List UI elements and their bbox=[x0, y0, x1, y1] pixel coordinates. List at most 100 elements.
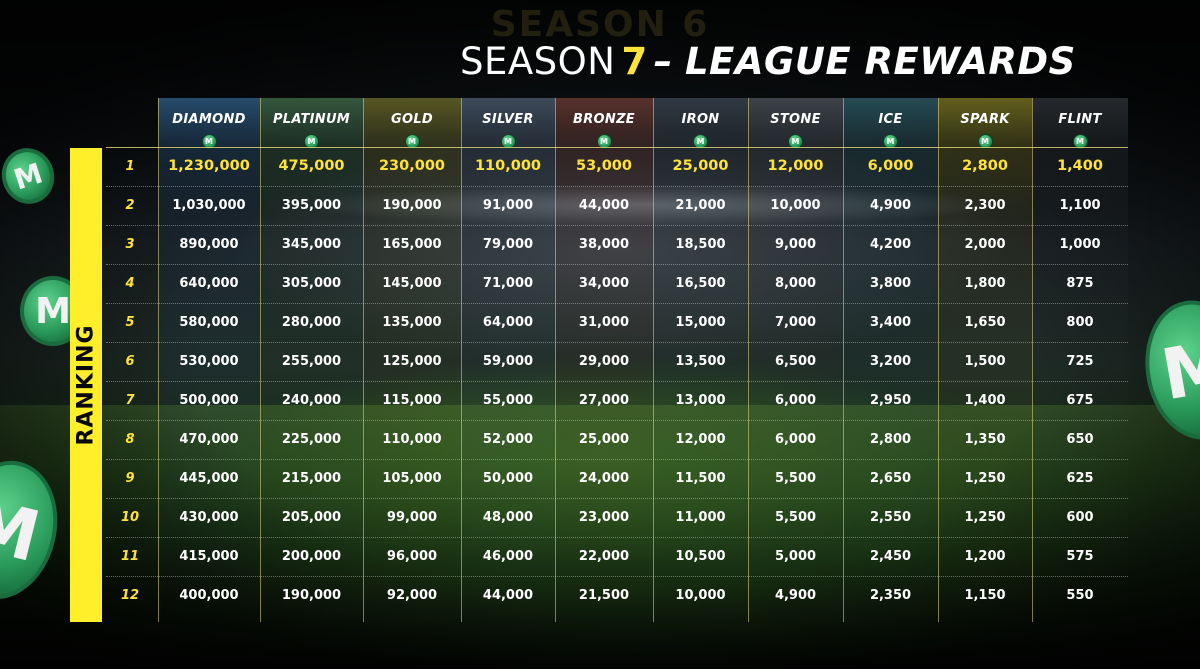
row-divider bbox=[106, 303, 1128, 304]
reward-cell: 115,000 bbox=[382, 393, 442, 408]
reward-cell: 10,500 bbox=[675, 549, 726, 564]
reward-cell: 1,400 bbox=[964, 393, 1006, 408]
reward-cell: 430,000 bbox=[179, 510, 239, 525]
coin-symbol: M bbox=[9, 156, 47, 196]
ghost-season-title: SEASON 6 bbox=[490, 4, 710, 45]
coin-symbol: M bbox=[0, 481, 48, 579]
coin-icon: M bbox=[304, 134, 319, 149]
reward-cell: 280,000 bbox=[281, 315, 342, 330]
title-dash: – bbox=[653, 40, 673, 83]
reward-cell: 11,000 bbox=[675, 510, 726, 525]
league-name: SILVER bbox=[482, 112, 534, 127]
reward-cell: 92,000 bbox=[386, 588, 438, 603]
ranking-bar bbox=[70, 148, 102, 622]
column-divider bbox=[461, 98, 462, 622]
reward-cell: 1,800 bbox=[964, 276, 1006, 291]
reward-cell: 10,000 bbox=[770, 198, 821, 213]
reward-cell: 225,000 bbox=[281, 432, 342, 447]
rank-number: 4 bbox=[125, 276, 135, 291]
reward-cell: 575 bbox=[1066, 549, 1094, 564]
league-name: FLINT bbox=[1058, 112, 1102, 127]
reward-cell: 890,000 bbox=[179, 237, 239, 252]
reward-cell: 200,000 bbox=[281, 549, 342, 564]
reward-cell: 230,000 bbox=[378, 158, 446, 174]
reward-cell: 215,000 bbox=[281, 471, 342, 486]
column-divider bbox=[938, 98, 939, 622]
reward-cell: 7,000 bbox=[774, 315, 817, 330]
reward-cell: 21,500 bbox=[578, 588, 630, 603]
reward-cell: 96,000 bbox=[386, 549, 438, 564]
reward-cell: 8,000 bbox=[774, 276, 817, 291]
coin-symbol: M bbox=[1155, 323, 1200, 417]
reward-cell: 500,000 bbox=[179, 393, 239, 408]
coin-icon: M bbox=[977, 134, 993, 149]
column-divider bbox=[158, 98, 159, 622]
reward-cell: 110,000 bbox=[474, 158, 542, 174]
reward-cell: 6,000 bbox=[774, 393, 817, 408]
reward-cell: 22,000 bbox=[578, 549, 630, 564]
rank-number: 9 bbox=[125, 471, 135, 486]
reward-cell: 1,100 bbox=[1059, 198, 1101, 213]
league-name: IRON bbox=[681, 112, 720, 127]
rewards-table: DIAMOND M PLATINUM M GOLD M SILVER M BRONZE M IRON… bbox=[106, 98, 1128, 622]
reward-cell: 475,000 bbox=[278, 158, 345, 174]
rank-number: 10 bbox=[120, 510, 140, 525]
reward-cell: 105,000 bbox=[382, 471, 442, 486]
reward-cell: 110,000 bbox=[382, 432, 442, 447]
reward-cell: 1,350 bbox=[964, 432, 1006, 447]
reward-cell: 3,200 bbox=[869, 354, 912, 369]
reward-cell: 2,800 bbox=[962, 158, 1008, 174]
title-league-rewards: LEAGUE REWARDS bbox=[684, 40, 1076, 83]
reward-cell: 3,800 bbox=[869, 276, 912, 291]
column-divider bbox=[843, 98, 844, 622]
row-divider bbox=[106, 420, 1128, 421]
reward-cell: 190,000 bbox=[281, 588, 342, 603]
row-divider bbox=[106, 576, 1128, 577]
coin-symbol: M bbox=[35, 290, 71, 332]
column-divider bbox=[260, 98, 261, 622]
reward-cell: 5,500 bbox=[774, 471, 817, 486]
row-divider bbox=[106, 459, 1128, 460]
reward-cell: 3,400 bbox=[869, 315, 912, 330]
row-divider bbox=[106, 498, 1128, 499]
reward-cell: 725 bbox=[1066, 354, 1094, 369]
reward-cell: 29,000 bbox=[578, 354, 630, 369]
reward-cell: 50,000 bbox=[482, 471, 534, 486]
league-name: DIAMOND bbox=[172, 112, 246, 127]
rank-number: 11 bbox=[120, 549, 140, 564]
reward-cell: 2,650 bbox=[869, 471, 912, 486]
reward-cell: 1,650 bbox=[964, 315, 1006, 330]
reward-cell: 4,900 bbox=[774, 588, 817, 603]
reward-cell: 1,150 bbox=[964, 588, 1006, 603]
coin-icon: M bbox=[596, 134, 612, 149]
reward-cell: 2,450 bbox=[869, 549, 912, 564]
reward-cell: 165,000 bbox=[382, 237, 442, 252]
reward-cell: 46,000 bbox=[482, 549, 534, 564]
reward-cell: 400,000 bbox=[179, 588, 239, 603]
column-divider bbox=[748, 98, 749, 622]
reward-cell: 15,000 bbox=[675, 315, 726, 330]
row-divider bbox=[106, 225, 1128, 226]
reward-cell: 25,000 bbox=[578, 432, 630, 447]
reward-cell: 415,000 bbox=[179, 549, 239, 564]
reward-cell: 2,000 bbox=[964, 237, 1006, 252]
reward-cell: 71,000 bbox=[482, 276, 534, 291]
reward-cell: 445,000 bbox=[179, 471, 239, 486]
reward-cell: 44,000 bbox=[482, 588, 534, 603]
league-name: GOLD bbox=[391, 112, 433, 127]
column-divider bbox=[555, 98, 556, 622]
reward-cell: 2,950 bbox=[869, 393, 912, 408]
coin-icon: M bbox=[404, 134, 420, 149]
reward-cell: 25,000 bbox=[672, 158, 729, 174]
reward-cell: 48,000 bbox=[482, 510, 534, 525]
column-divider bbox=[1032, 98, 1033, 622]
rank-number: 1 bbox=[125, 159, 135, 174]
page-title: SEASON 7– LEAGUE REWARDS bbox=[460, 40, 1140, 92]
reward-cell: 38,000 bbox=[578, 237, 630, 252]
reward-cell: 99,000 bbox=[386, 510, 438, 525]
reward-cell: 1,200 bbox=[964, 549, 1006, 564]
row-divider bbox=[106, 537, 1128, 538]
reward-cell: 9,000 bbox=[774, 237, 817, 252]
rank-number: 5 bbox=[125, 315, 135, 330]
reward-cell: 2,300 bbox=[964, 198, 1006, 213]
